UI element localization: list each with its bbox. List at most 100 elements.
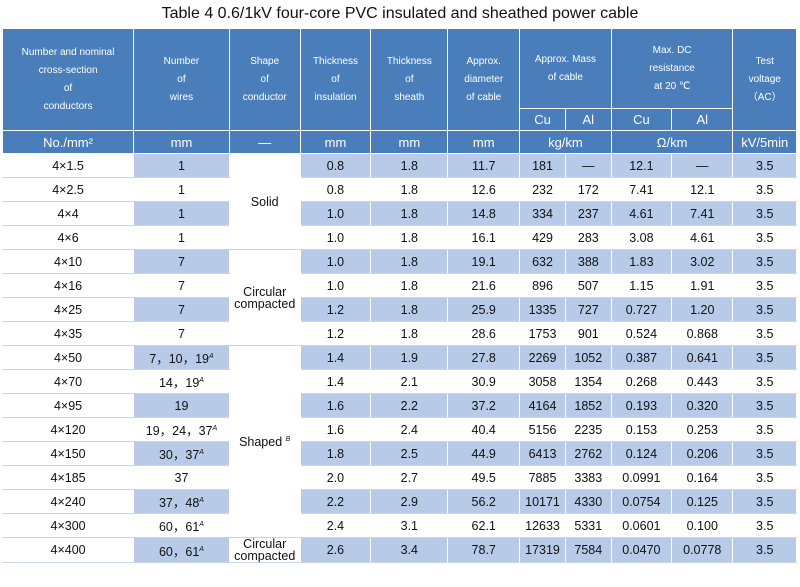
table-row: 4×300 60，61A 2.4 3.1 62.1 12633 5331 0.0601 0.10… [1,513,797,538]
size-cell: 4×300 [1,513,135,538]
diameter-cell: 19.1 [447,249,521,274]
insulation-cell: 1.4 [299,369,372,394]
insulation-cell: 1.4 [299,345,372,370]
wires-footnote: A [199,520,204,528]
resistance-al-cell: 0.0778 [671,537,734,563]
sheath-cell: 2.5 [370,441,449,466]
diameter-cell: 49.5 [447,465,521,490]
mass-cu-cell: 5156 [519,417,566,442]
shape-cell: Circular compacted [228,537,301,563]
wires-cell: 14，19A [133,369,230,394]
resistance-al-cell: 0.443 [671,369,734,394]
header-resistance: Max. DC resistance at 20 ℃ [610,28,734,109]
wires-value: 7 [177,278,185,293]
resistance-cu-cell: 0.0754 [610,489,673,514]
voltage-cell: 3.5 [732,177,797,202]
header-resistance-al: Al [671,108,734,131]
diameter-cell: 21.6 [447,273,521,298]
voltage-cell: 3.5 [732,249,797,274]
insulation-cell: 0.8 [299,153,372,178]
resistance-al-cell: 0.206 [671,441,734,466]
diameter-cell: 11.7 [447,153,521,178]
resistance-cu-cell: 0.0470 [610,537,673,563]
size-cell: 4×2.5 [1,177,135,202]
table-row: 4×120 19，24，37A 1.6 2.4 40.4 5156 2235 0.153 0.2… [1,417,797,442]
unit-resistance: Ω/km [610,130,734,154]
size-cell: 4×4 [1,201,135,226]
header-insulation: Thickness of insulation [299,28,372,131]
unit-wires: mm [133,130,230,154]
mass-al-cell: 7584 [564,537,612,563]
wires-cell: 37，48A [133,489,230,514]
mass-cu-cell: 334 [519,201,566,226]
sheath-cell: 2.1 [370,369,449,394]
wires-footnote: A [199,496,204,504]
table-row: 4×400 60，61A Circular compacted 2.6 3.4 78.7 17… [1,537,797,563]
mass-al-cell: — [564,153,612,178]
resistance-al-cell: 0.253 [671,417,734,442]
size-cell: 4×50 [1,345,135,370]
unit-insulation: mm [299,130,372,154]
resistance-al-cell: 3.02 [671,249,734,274]
mass-al-cell: 237 [564,201,612,226]
table-row: 4×185 37 2.0 2.7 49.5 7885 3383 0.0991 0.164 3.5 [1,465,797,490]
sheath-cell: 1.8 [370,201,449,226]
shape-cell: Solid [228,153,301,250]
header-sheath: Thickness of sheath [370,28,449,131]
diameter-cell: 12.6 [447,177,521,202]
table-row: 4×6 1 1.0 1.8 16.1 429 283 3.08 4.61 3.5 [1,225,797,250]
wires-value: 30，37 [158,448,200,462]
diameter-cell: 14.8 [447,201,521,226]
wires-value: 7 [177,302,185,317]
wires-value: 1 [177,206,185,221]
mass-cu-cell: 632 [519,249,566,274]
wires-cell: 60，61A [133,537,230,563]
wires-value: 60，61 [158,520,200,534]
insulation-cell: 1.0 [299,225,372,250]
diameter-cell: 16.1 [447,225,521,250]
header-voltage: Test voltage （AC） [732,28,797,131]
mass-cu-cell: 3058 [519,369,566,394]
header-mass-cu: Cu [519,108,566,131]
wires-cell: 1 [133,153,230,178]
insulation-cell: 2.0 [299,465,372,490]
shape-label: Circular [243,284,287,299]
resistance-al-cell: 0.868 [671,321,734,346]
shape-label: Circular [243,537,287,551]
mass-al-cell: 1354 [564,369,612,394]
insulation-cell: 1.2 [299,321,372,346]
sheath-cell: 2.9 [370,489,449,514]
size-cell: 4×95 [1,393,135,418]
wires-value: 19，24，37 [145,424,213,438]
size-cell: 4×120 [1,417,135,442]
unit-shape: — [228,130,301,154]
voltage-cell: 3.5 [732,537,797,563]
header-diameter: Approx. diameter of cable [447,28,521,131]
mass-cu-cell: 1335 [519,297,566,322]
sheath-cell: 1.8 [370,177,449,202]
header-conductor: Number and nominal cross-section of cond… [1,28,135,131]
resistance-cu-cell: 7.41 [610,177,673,202]
resistance-al-cell: 12.1 [671,177,734,202]
mass-al-cell: 4330 [564,489,612,514]
diameter-cell: 25.9 [447,297,521,322]
wires-cell: 19，24，37A [133,417,230,442]
wires-cell: 7 [133,273,230,298]
size-cell: 4×16 [1,273,135,298]
sheath-cell: 1.9 [370,345,449,370]
mass-al-cell: 283 [564,225,612,250]
wires-cell: 1 [133,177,230,202]
voltage-cell: 3.5 [732,321,797,346]
wires-value: 7 [177,254,185,269]
mass-al-cell: 1852 [564,393,612,418]
wires-footnote: A [199,376,204,384]
resistance-cu-cell: 1.83 [610,249,673,274]
size-cell: 4×400 [1,537,135,563]
resistance-cu-cell: 0.0601 [610,513,673,538]
wires-cell: 60，61A [133,513,230,538]
sheath-cell: 1.8 [370,297,449,322]
wires-value: 37，48 [158,496,200,510]
header-wires: Number of wires [133,28,230,131]
shape-label: compacted [234,296,296,311]
diameter-cell: 40.4 [447,417,521,442]
